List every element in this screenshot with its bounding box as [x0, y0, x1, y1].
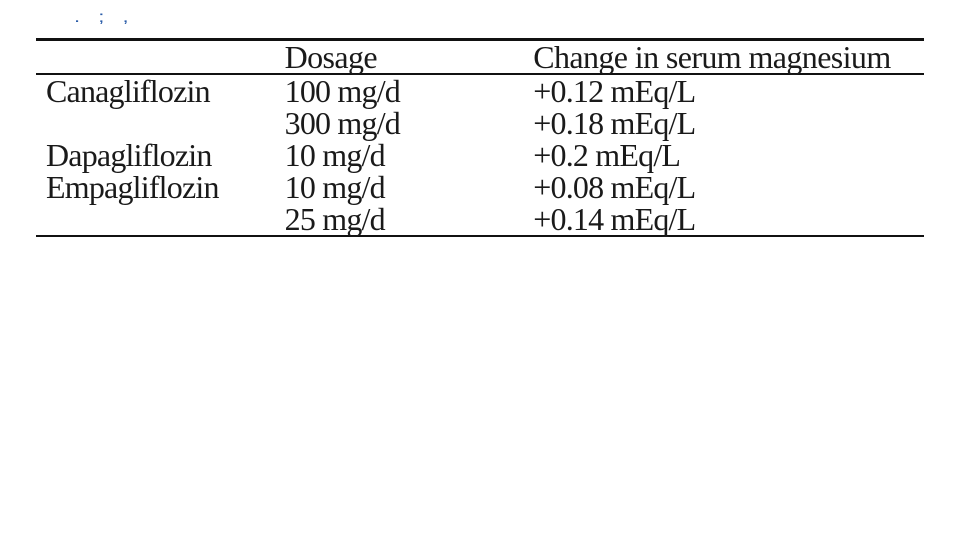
cell-drug: Canagliflozin	[36, 74, 285, 107]
page: . ; , Dosage Change in serum magnesium C…	[0, 0, 960, 540]
cell-drug	[36, 107, 285, 139]
cell-dosage: 25 mg/d	[285, 203, 534, 236]
table-row: Empagliflozin 10 mg/d +0.08 mEq/L	[36, 171, 924, 203]
cell-change: +0.14 mEq/L	[533, 203, 924, 236]
cell-drug	[36, 203, 285, 236]
table-row: Dapagliflozin 10 mg/d +0.2 mEq/L	[36, 139, 924, 171]
cell-drug: Dapagliflozin	[36, 139, 285, 171]
cell-change: +0.12 mEq/L	[533, 74, 924, 107]
table-row: 25 mg/d +0.14 mEq/L	[36, 203, 924, 236]
cell-dosage: 100 mg/d	[285, 74, 534, 107]
magnesium-table: Dosage Change in serum magnesium Canagli…	[36, 38, 924, 237]
col-header-drug	[36, 40, 285, 75]
cell-drug: Empagliflozin	[36, 171, 285, 203]
col-header-change: Change in serum magnesium	[533, 40, 924, 75]
cell-change: +0.18 mEq/L	[533, 107, 924, 139]
cell-dosage: 300 mg/d	[285, 107, 534, 139]
table-row: 300 mg/d +0.18 mEq/L	[36, 107, 924, 139]
cell-dosage: 10 mg/d	[285, 171, 534, 203]
table-row: Canagliflozin 100 mg/d +0.12 mEq/L	[36, 74, 924, 107]
cell-change: +0.2 mEq/L	[533, 139, 924, 171]
table-header-row: Dosage Change in serum magnesium	[36, 40, 924, 75]
header-artifact-text: . ; ,	[74, 8, 135, 26]
cell-dosage: 10 mg/d	[285, 139, 534, 171]
cell-change: +0.08 mEq/L	[533, 171, 924, 203]
col-header-dosage: Dosage	[285, 40, 534, 75]
